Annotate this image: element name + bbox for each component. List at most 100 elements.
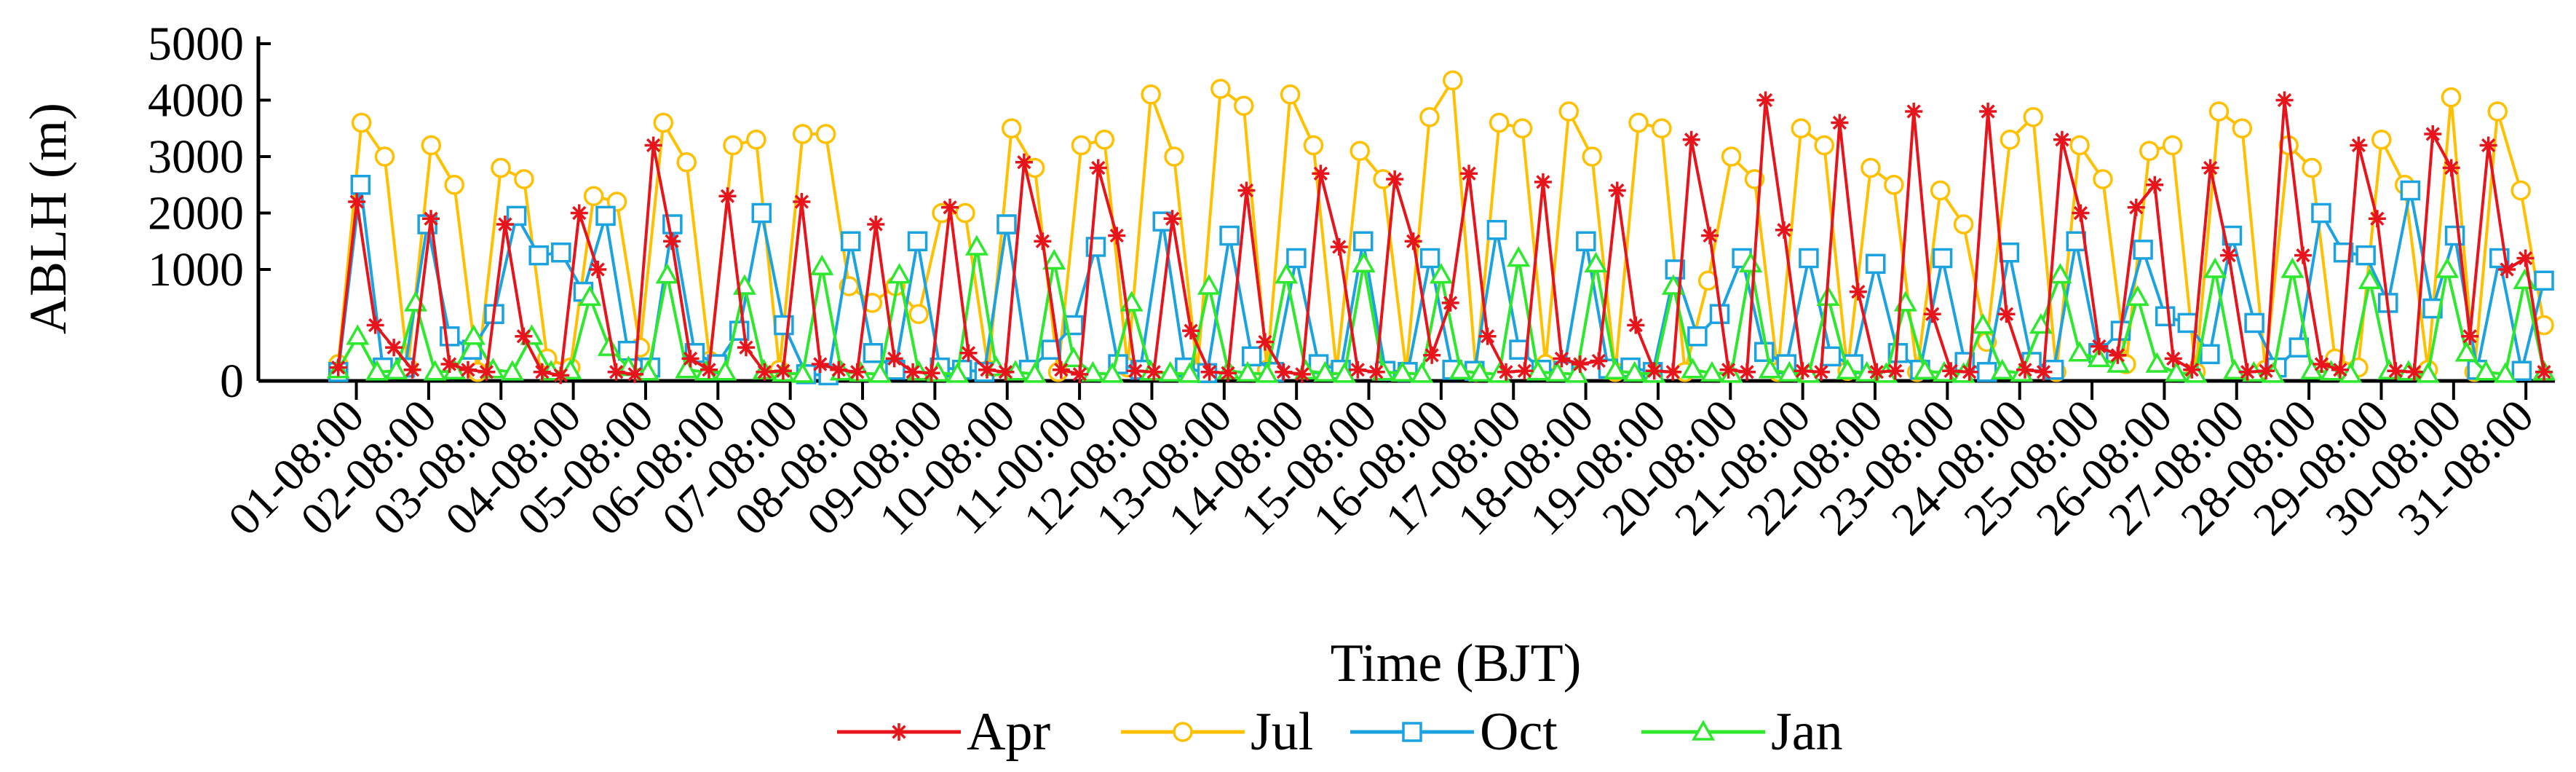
point-jan-89 xyxy=(2048,263,2072,284)
point-apr-8 xyxy=(477,363,496,381)
point-oct-67 xyxy=(1820,346,1842,367)
point-apr-81 xyxy=(1831,114,1849,132)
point-jan-82 xyxy=(1913,358,1937,379)
point-apr-86 xyxy=(1923,305,1941,323)
point-oct-5 xyxy=(440,326,460,347)
point-jul-67 xyxy=(1884,175,1904,195)
point-jul-33 xyxy=(1094,130,1115,150)
point-jul-57 xyxy=(1652,118,1672,138)
point-apr-108 xyxy=(2331,361,2349,379)
point-apr-35 xyxy=(978,361,996,379)
point-jul-27 xyxy=(955,202,975,224)
point-jul-78 xyxy=(2139,141,2160,161)
point-oct-95 xyxy=(2444,225,2465,246)
point-jul-35 xyxy=(1141,84,1161,105)
point-jan-101 xyxy=(2280,257,2304,278)
point-apr-91 xyxy=(2016,361,2034,379)
point-jan-108 xyxy=(2416,362,2440,383)
point-oct-41 xyxy=(1241,346,1262,367)
point-apr-116 xyxy=(2479,136,2497,154)
point-apr-106 xyxy=(2294,246,2312,264)
point-apr-43 xyxy=(1126,362,1144,380)
point-oct-83 xyxy=(2177,312,2198,334)
point-jan-45 xyxy=(1197,274,1221,295)
point-apr-114 xyxy=(2442,159,2460,177)
point-apr-59 xyxy=(1423,346,1441,364)
point-jan-7 xyxy=(461,324,486,345)
point-apr-105 xyxy=(2275,91,2294,109)
point-oct-30 xyxy=(996,214,1017,235)
point-apr-36 xyxy=(996,363,1015,381)
point-jan-13 xyxy=(578,285,602,306)
point-apr-10 xyxy=(515,327,533,345)
point-apr-28 xyxy=(848,363,866,381)
point-apr-100 xyxy=(2183,361,2201,379)
point-apr-112 xyxy=(2405,363,2423,381)
point-apr-75 xyxy=(1719,361,1737,379)
point-jul-51 xyxy=(1512,118,1533,138)
point-apr-48 xyxy=(1219,364,1237,382)
point-jul-41 xyxy=(1280,84,1301,105)
point-apr-84 xyxy=(1886,362,1904,380)
point-jul-70 xyxy=(1953,214,1974,235)
point-apr-15 xyxy=(607,363,625,381)
point-jan-44 xyxy=(1178,362,1202,383)
point-jul-21 xyxy=(815,124,836,144)
point-apr-18 xyxy=(663,232,681,251)
point-jan-51 xyxy=(1313,361,1337,382)
point-jul-48 xyxy=(1443,70,1463,91)
point-apr-61 xyxy=(1460,165,1478,183)
point-jul-47 xyxy=(1419,107,1440,127)
point-oct-69 xyxy=(1866,253,1886,274)
point-jan-3 xyxy=(384,358,408,379)
point-jan-112 xyxy=(2493,362,2517,383)
point-oct-46 xyxy=(1352,231,1374,251)
point-jan-110 xyxy=(2454,341,2478,362)
point-apr-39 xyxy=(1052,361,1070,379)
point-jul-17 xyxy=(723,135,743,156)
y-tick-label-2000: 2000 xyxy=(148,187,244,240)
point-jul-8 xyxy=(514,169,534,189)
point-apr-83 xyxy=(1868,363,1886,381)
point-jan-37 xyxy=(1042,248,1066,270)
point-jul-64 xyxy=(1814,135,1834,156)
point-apr-3 xyxy=(385,339,403,357)
point-apr-96 xyxy=(2109,346,2127,364)
point-jan-74 xyxy=(1758,358,1782,379)
point-apr-34 xyxy=(959,344,978,362)
point-jan-43 xyxy=(1158,361,1182,382)
point-jul-66 xyxy=(1860,157,1881,178)
point-jan-28 xyxy=(868,362,892,383)
point-jan-36 xyxy=(1023,362,1047,383)
point-apr-44 xyxy=(1145,363,1163,381)
point-jan-39 xyxy=(1081,361,1105,382)
point-jan-38 xyxy=(1061,346,1085,368)
point-apr-26 xyxy=(811,355,829,374)
point-apr-55 xyxy=(1349,361,1367,379)
point-jul-25 xyxy=(908,304,929,324)
point-apr-71 xyxy=(1645,362,1663,380)
point-jul-2 xyxy=(374,146,395,167)
point-apr-76 xyxy=(1738,363,1756,381)
point-jul-32 xyxy=(1071,135,1092,156)
point-jul-1 xyxy=(351,112,372,133)
point-apr-102 xyxy=(2220,246,2238,264)
point-apr-64 xyxy=(1515,362,1534,380)
point-apr-42 xyxy=(1108,227,1126,245)
point-jan-29 xyxy=(887,263,911,284)
point-apr-13 xyxy=(570,204,588,222)
point-oct-64 xyxy=(1753,342,1775,362)
point-apr-16 xyxy=(626,365,644,383)
point-apr-49 xyxy=(1237,181,1256,200)
point-jul-15 xyxy=(676,152,697,173)
point-apr-69 xyxy=(1608,181,1626,200)
point-apr-111 xyxy=(2387,362,2405,380)
point-jul-56 xyxy=(1628,112,1649,133)
point-jul-85 xyxy=(2302,157,2322,178)
point-jan-65 xyxy=(1584,251,1608,272)
point-oct-53 xyxy=(1509,339,1529,360)
point-jan-95 xyxy=(2164,361,2188,382)
point-apr-95 xyxy=(2090,337,2108,355)
